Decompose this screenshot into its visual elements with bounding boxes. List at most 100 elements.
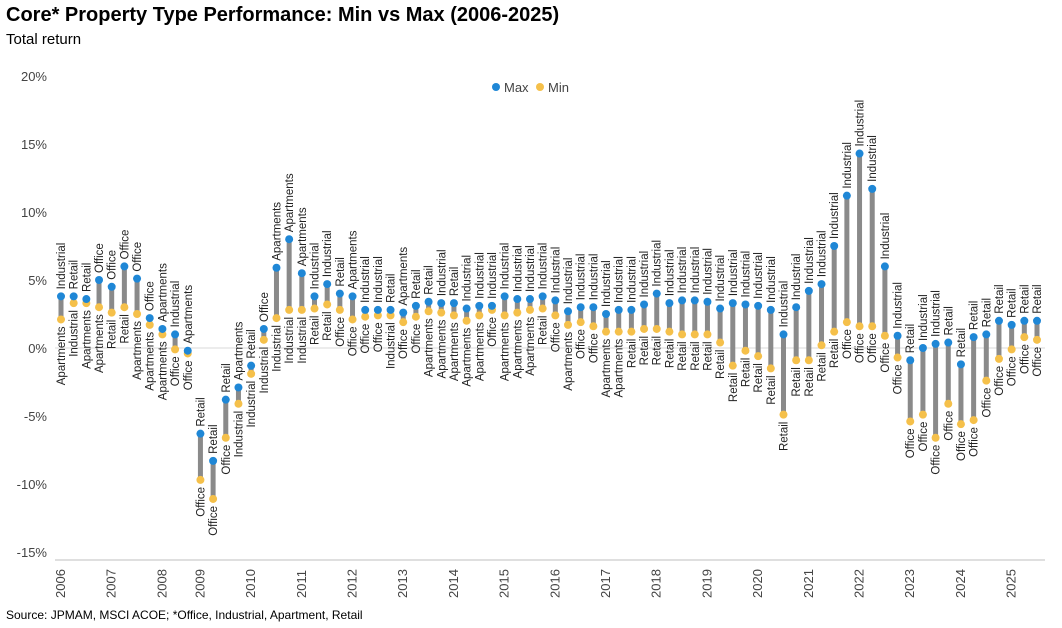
axis-layer: -15% -10% -5% 0% 5% 10% 15% 20% 2006 2007 2008 2009… [17,69,1045,598]
x-year-label: 2011 [294,570,309,598]
min-point [906,417,915,426]
max-point [310,292,319,301]
min-type-label: Apartments [94,314,106,373]
min-point [956,420,965,429]
min-type-label: Retail [753,363,765,392]
max-type-label: Retail [246,329,258,358]
max-type-label: Apartments [284,173,296,232]
max-type-label: Industrial [474,252,486,299]
min-type-label: Office [221,445,233,475]
max-point [665,299,674,308]
y-tick-label: 0% [28,341,47,356]
max-type-label: Retail [221,363,233,392]
max-point [779,330,788,339]
chart-subtitle: Total return [6,31,82,48]
min-type-label: Office [195,487,207,517]
max-point [640,300,649,309]
max-type-label: Industrial [601,260,613,307]
max-type-label: Industrial [652,240,664,287]
y-tick-label: 15% [21,137,47,152]
max-point [513,295,522,304]
max-type-label: Industrial [842,142,854,189]
max-type-label: Apartments [271,202,283,261]
min-point [171,345,180,354]
min-point [640,324,649,333]
min-type-label: Office [398,329,410,359]
max-type-label: Industrial [753,252,765,299]
max-type-label: Apartments [297,207,309,266]
min-type-label: Industrial [69,310,81,357]
max-type-label: Retail [195,397,207,426]
min-type-label: Office [956,431,968,461]
min-point [272,314,281,323]
max-point [259,324,268,333]
min-type-label: Office [943,411,955,441]
min-point [614,327,623,336]
min-type-label: Apartments [81,310,93,369]
min-type-label: Office [931,445,943,475]
max-point [82,295,91,304]
min-point [868,322,877,331]
min-type-label: Retail [538,316,550,345]
y-tick-label: -10% [17,477,48,492]
min-type-label: Office [1019,344,1031,374]
x-year-label: 2015 [497,569,512,598]
min-type-label: Apartments [436,319,448,378]
max-point [716,304,725,313]
min-type-label: Retail [322,311,334,340]
min-point [538,304,547,313]
max-type-label: Retail [905,324,917,353]
min-type-label: Retail [652,336,664,365]
max-type-label: Industrial [867,135,879,182]
max-type-label: Industrial [880,213,892,260]
legend-label: Min [548,80,569,95]
min-type-label: Industrial [271,325,283,372]
min-type-label: Retail [778,422,790,451]
max-type-label: Industrial [500,243,512,290]
min-type-label: Apartments [614,338,626,397]
max-point [994,316,1003,325]
max-point [133,274,142,283]
x-year-label: 2021 [801,569,816,598]
min-point [221,433,230,442]
min-point [728,361,737,370]
min-point [994,354,1003,363]
max-point [880,262,889,271]
min-point [918,410,927,419]
min-type-label: Apartments [563,332,575,391]
max-type-label: Retail [335,257,347,286]
min-point [678,330,687,339]
max-type-label: Retail [994,284,1006,313]
max-type-label: Industrial [639,251,651,298]
min-point [893,353,902,362]
dot-layer [57,149,1041,503]
min-type-label: Retail [740,358,752,387]
min-point [564,320,573,329]
max-point [652,289,661,298]
min-type-label: Industrial [259,347,271,394]
max-point [614,305,623,314]
min-type-label: Office [969,427,981,457]
max-point [868,184,877,193]
min-type-label: Office [842,329,854,359]
x-year-label: 2006 [53,569,68,598]
max-type-label: Industrial [702,248,714,295]
min-type-label: Apartments [601,338,613,397]
max-point [1007,320,1016,329]
x-year-label: 2018 [649,569,664,598]
max-type-label: Industrial [538,243,550,290]
min-type-label: Retail [690,341,702,370]
min-point [449,311,458,320]
max-point [69,292,78,301]
label-layer: IndustrialApartmentsRetailIndustrialReta… [56,100,1044,536]
min-type-label: Apartments [474,322,486,381]
max-type-label: Retail [69,260,81,289]
x-year-label: 2013 [395,569,410,598]
max-type-label: Office [132,242,144,272]
x-year-label: 2024 [953,569,968,598]
max-point [589,303,598,312]
max-point [171,330,180,339]
x-year-label: 2019 [699,569,714,598]
min-type-label: Retail [702,341,714,370]
max-type-label: Apartments [348,230,360,289]
